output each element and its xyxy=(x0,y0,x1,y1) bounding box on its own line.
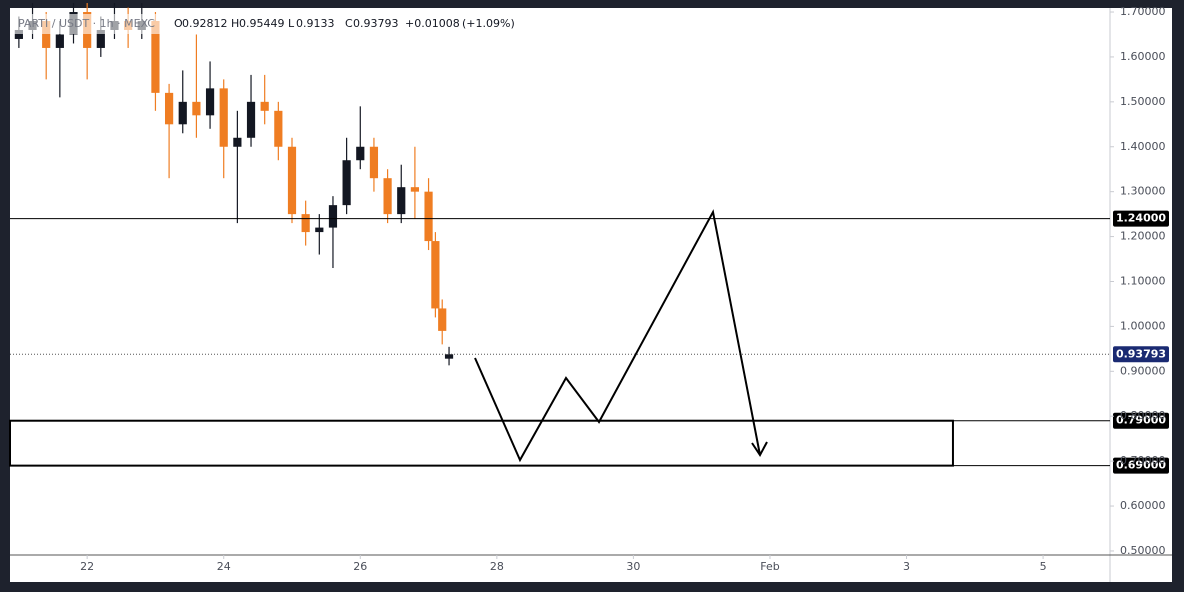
y-tick-label: 1.30000 xyxy=(1120,185,1166,198)
y-tick-label: 1.10000 xyxy=(1120,274,1166,287)
candle-body xyxy=(369,146,379,179)
y-tick-label: 0.70000 xyxy=(1120,454,1166,467)
x-tick-label: 3 xyxy=(903,560,910,573)
candle-body xyxy=(260,101,269,111)
candle-body xyxy=(315,227,324,233)
chart-area xyxy=(10,8,1172,582)
legend-letter: L xyxy=(288,17,295,30)
candle-body xyxy=(356,146,365,161)
candle-body xyxy=(444,354,454,359)
last-price-bg xyxy=(1113,346,1169,363)
candle-body xyxy=(164,92,174,125)
legend-bg xyxy=(14,14,514,34)
candle-body xyxy=(246,101,256,138)
candle-body xyxy=(438,308,447,331)
candle-body xyxy=(397,187,406,215)
candle-body xyxy=(42,21,51,48)
y-tick-label: 1.40000 xyxy=(1120,140,1166,153)
candle-body xyxy=(431,241,440,309)
y-tick-label: 0.80000 xyxy=(1120,409,1166,422)
candle-body xyxy=(410,187,420,192)
x-tick-label: 5 xyxy=(1040,560,1047,573)
y-tick-label: 0.50000 xyxy=(1120,544,1166,557)
level-label-bg xyxy=(1113,210,1169,227)
candle-body xyxy=(55,34,64,48)
projection-path xyxy=(474,209,761,463)
legend-change: +0.01008 xyxy=(405,17,460,30)
candle-body xyxy=(383,178,392,215)
y-tick-label: 1.50000 xyxy=(1120,95,1166,108)
level-label-bg xyxy=(1113,457,1169,474)
last-price-label: 0.93793 xyxy=(1116,347,1166,360)
candle-body xyxy=(233,137,242,147)
candle-body xyxy=(96,29,105,48)
legend-value: 0.9133 xyxy=(296,17,335,30)
candle-body xyxy=(205,88,215,116)
level-label: 0.69000 xyxy=(1116,459,1166,472)
candle-body xyxy=(274,110,283,147)
projection-arrowhead xyxy=(751,441,768,457)
candle-body xyxy=(219,88,228,147)
candle-body xyxy=(342,160,351,206)
level-label-bg xyxy=(1113,412,1169,429)
candle-body xyxy=(287,146,297,215)
x-tick-label: 28 xyxy=(490,560,504,573)
legend-value: 0.92812 xyxy=(182,17,228,30)
x-tick-label: 24 xyxy=(217,560,231,573)
legend-letter: C xyxy=(345,17,353,30)
legend-letter: H xyxy=(231,17,239,30)
candle-body xyxy=(151,21,160,93)
legend-change-pct: (+1.09%) xyxy=(462,17,515,30)
x-tick-label: 22 xyxy=(80,560,94,573)
candle-body xyxy=(301,214,310,233)
candle-body xyxy=(192,101,201,116)
y-tick-label: 0.60000 xyxy=(1120,499,1166,512)
y-tick-label: 1.70000 xyxy=(1120,5,1166,18)
legend-letter: O xyxy=(174,17,183,30)
y-tick-label: 1.20000 xyxy=(1120,230,1166,243)
x-tick-label: Feb xyxy=(760,560,779,573)
candle-body xyxy=(424,191,433,242)
candle-body xyxy=(328,205,338,228)
level-label: 1.24000 xyxy=(1116,212,1166,225)
x-tick-label: 30 xyxy=(626,560,640,573)
candle-body xyxy=(178,101,187,125)
symbol: PARTI / USDT · 1h · MEXC xyxy=(18,17,155,30)
y-tick-label: 0.90000 xyxy=(1120,364,1166,377)
legend-value: 0.95449 xyxy=(239,17,285,30)
x-tick-label: 26 xyxy=(353,560,367,573)
y-tick-label: 1.60000 xyxy=(1120,50,1166,63)
level-label: 0.79000 xyxy=(1116,414,1166,427)
y-tick-label: 1.00000 xyxy=(1120,319,1166,332)
legend-value: 0.93793 xyxy=(353,17,399,30)
candle-body xyxy=(14,29,23,39)
